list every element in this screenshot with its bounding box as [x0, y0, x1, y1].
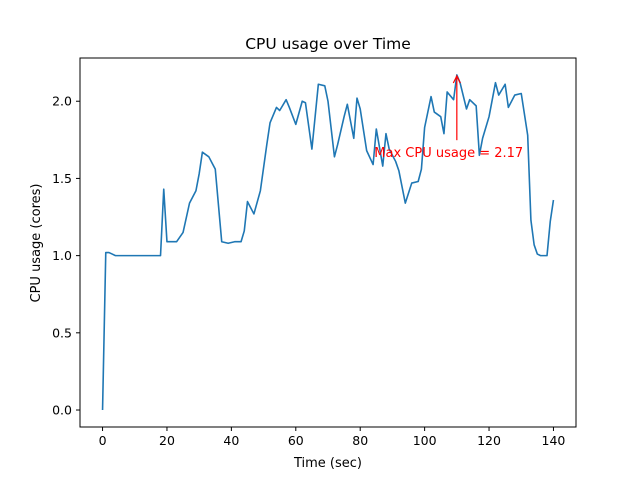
x-axis-label: Time (sec): [293, 456, 362, 471]
y-axis-label: CPU usage (cores): [29, 184, 44, 303]
chart-title: CPU usage over Time: [245, 35, 411, 53]
x-tick-label: 80: [352, 433, 368, 448]
x-tick-label: 60: [288, 433, 304, 448]
annotation: Max CPU usage = 2.17: [374, 74, 523, 161]
plot-area: [79, 57, 577, 428]
y-tick-label: 1.5: [52, 171, 72, 186]
axis-ticks: 0 20 40 60 80 100 120 140 0.0 0.5 1.0 1.5 2.0: [52, 94, 565, 448]
x-tick-label: 120: [477, 433, 501, 448]
y-tick-label: 1.0: [52, 248, 72, 263]
y-tick-label: 0.0: [52, 403, 72, 418]
y-tick-label: 0.5: [52, 325, 72, 340]
x-tick-label: 140: [542, 433, 566, 448]
annotation-text: Max CPU usage = 2.17: [374, 146, 523, 161]
axes-frame: [79, 57, 577, 428]
x-tick-label: 40: [223, 433, 239, 448]
x-tick-label: 0: [99, 433, 107, 448]
cpu-usage-line: [101, 74, 555, 411]
x-tick-label: 20: [159, 433, 175, 448]
x-tick-label: 100: [413, 433, 437, 448]
y-tick-label: 2.0: [52, 94, 72, 109]
annotation-arrowhead: [452, 74, 461, 84]
